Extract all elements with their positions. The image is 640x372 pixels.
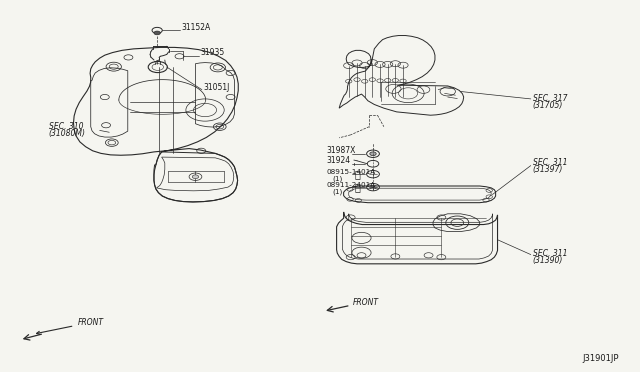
Text: 31051J: 31051J — [204, 83, 230, 92]
Text: 31987X: 31987X — [326, 147, 356, 155]
Text: (1): (1) — [333, 176, 343, 182]
Text: 08915-1401A: 08915-1401A — [326, 169, 376, 175]
Text: (31397): (31397) — [532, 165, 563, 174]
Text: (1): (1) — [333, 188, 343, 195]
Text: 31924: 31924 — [326, 156, 351, 166]
Text: (31080M): (31080M) — [49, 129, 86, 138]
Text: 08911-2401A: 08911-2401A — [326, 182, 376, 188]
Text: Ⓝ: Ⓝ — [354, 182, 360, 192]
Text: FRONT: FRONT — [36, 318, 103, 334]
Text: (31705): (31705) — [532, 101, 563, 110]
Text: SEC. 310: SEC. 310 — [49, 122, 83, 131]
Circle shape — [154, 31, 161, 35]
Text: Ⓦ: Ⓦ — [354, 169, 360, 179]
Text: J31901JP: J31901JP — [582, 354, 619, 363]
Text: 31935: 31935 — [200, 48, 225, 57]
Text: SEC. 317: SEC. 317 — [532, 94, 567, 103]
Text: (31390): (31390) — [532, 256, 563, 265]
Circle shape — [370, 152, 376, 155]
Text: SEC. 311: SEC. 311 — [532, 248, 567, 258]
Text: 31152A: 31152A — [181, 23, 211, 32]
Circle shape — [192, 175, 198, 179]
Text: FRONT: FRONT — [353, 298, 380, 307]
Text: SEC. 311: SEC. 311 — [532, 157, 567, 167]
